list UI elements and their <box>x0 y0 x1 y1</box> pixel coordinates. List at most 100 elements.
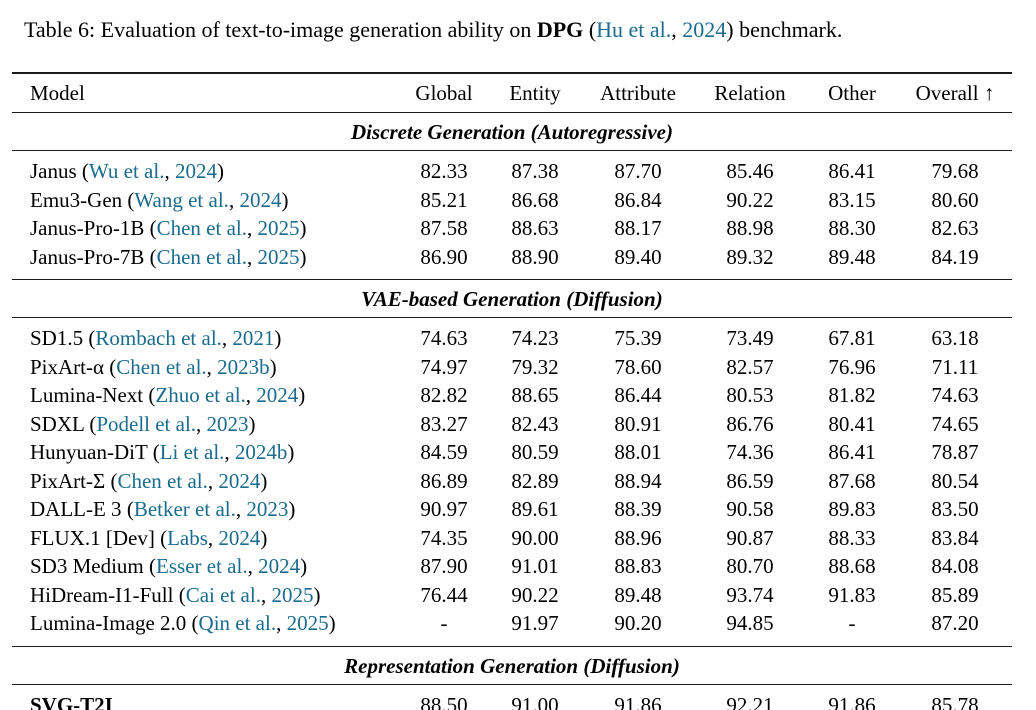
metric-value-cell: 88.30 <box>828 216 876 240</box>
model-name: SDXL <box>30 411 85 436</box>
table-caption: Table 6: Evaluation of text-to-image gen… <box>0 0 1036 45</box>
table-body: Discrete Generation (Autoregressive) Janu… <box>12 112 1012 710</box>
citation-link[interactable]: Wang et al. <box>134 187 229 212</box>
metric-value-cell: 89.40 <box>614 244 662 269</box>
model-name-cell: Lumina-Image 2.0 (Qin et al., 2025) <box>30 611 336 635</box>
citation-link[interactable]: Betker et al. <box>133 497 236 521</box>
metric-value-cell: 80.70 <box>726 554 774 578</box>
metric-value-cell: 87.70 <box>614 159 662 183</box>
citation-year-link[interactable]: 2024 <box>239 187 282 212</box>
metric-value-cell: 89.83 <box>828 497 876 521</box>
metric-value-cell: 74.63 <box>420 326 468 350</box>
citation-year-link[interactable]: 2025 <box>286 611 329 635</box>
model-name-cell: HiDream-I1-Full (Cai et al., 2025) <box>30 582 321 607</box>
model-name: HiDream-I1-Full <box>30 582 174 607</box>
metric-value-cell: 87.90 <box>420 554 468 578</box>
metric-value-cell: 88.01 <box>614 440 662 464</box>
section-title: Representation Generation (Diffusion) <box>12 645 1012 685</box>
citation-link[interactable]: Chen et al. <box>116 354 207 379</box>
citation-link[interactable]: Zhuo et al. <box>155 383 246 407</box>
metric-value-cell: 85.46 <box>726 159 774 183</box>
model-name: DALL-E 3 <box>30 497 122 521</box>
model-name: SVG-T2I <box>30 692 113 710</box>
metric-value-cell: 80.41 <box>828 411 876 436</box>
citation-year-link[interactable]: 2021 <box>232 326 275 350</box>
table-row: SVG-T2I 88.50 91.00 91.86 92.21 91.86 85.78 <box>12 684 1012 710</box>
model-name-cell: Emu3-Gen (Wang et al., 2024) <box>30 187 289 212</box>
section-header-row: Representation Generation (Diffusion) <box>12 645 1012 685</box>
table-row: DALL-E 3 (Betker et al., 2023) 90.97 89.61… <box>12 495 1012 524</box>
metric-value-cell: 86.90 <box>420 244 468 269</box>
table-row: PixArt-Σ (Chen et al., 2024) 86.89 82.89 88… <box>12 467 1012 496</box>
metric-value-cell: 86.89 <box>420 468 468 493</box>
section-title: VAE-based Generation (Diffusion) <box>12 279 1012 318</box>
column-header-attribute: Attribute <box>582 73 694 113</box>
metric-value-cell: 87.68 <box>828 468 876 493</box>
citation-year-link[interactable]: 2023 <box>206 411 249 436</box>
citation-year-link[interactable]: 2024b <box>234 440 288 464</box>
citation-link[interactable]: Labs <box>167 525 208 550</box>
metric-value-cell: 74.97 <box>420 354 468 379</box>
table-row: SDXL (Podell et al., 2023) 83.27 82.43 80.9… <box>12 410 1012 439</box>
model-name-cell: SVG-T2I <box>12 684 400 710</box>
citation-link[interactable]: Wu et al. <box>88 159 165 183</box>
section-header-row: VAE-based Generation (Diffusion) <box>12 279 1012 318</box>
metric-value-cell: 85.89 <box>931 582 979 607</box>
metric-value-cell: 91.97 <box>511 611 559 635</box>
metric-value-cell: 82.33 <box>420 159 468 183</box>
metric-value-cell: 79.68 <box>931 159 979 183</box>
section-title: Discrete Generation (Autoregressive) <box>12 112 1012 151</box>
model-name: Hunyuan-DiT <box>30 440 148 464</box>
caption-suffix: ) benchmark. <box>726 17 843 42</box>
metric-value-cell: 83.15 <box>828 187 876 212</box>
metric-value-cell: 74.63 <box>931 383 979 407</box>
metric-value-cell: 86.59 <box>726 468 774 493</box>
citation-link[interactable]: Esser et al. <box>156 554 248 578</box>
citation-year-link[interactable]: 2024 <box>256 383 299 407</box>
citation-link[interactable]: Chen et al. <box>156 216 247 240</box>
citation-link[interactable]: Cai et al. <box>185 582 261 607</box>
citation-link[interactable]: Chen et al. <box>117 468 208 493</box>
column-header-entity: Entity <box>488 73 582 113</box>
citation-year-link[interactable]: 2023b <box>217 354 270 379</box>
citation-link[interactable]: Li et al. <box>159 440 225 464</box>
metric-value-cell: 86.68 <box>511 187 559 212</box>
citation-link[interactable]: Podell et al. <box>96 411 197 436</box>
metric-value-cell: 87.20 <box>931 611 979 635</box>
table-row: Lumina-Next (Zhuo et al., 2024) 82.82 88.6… <box>12 381 1012 410</box>
model-name-cell: PixArt-Σ (Chen et al., 2024) <box>30 468 268 493</box>
metric-value-cell: 89.32 <box>726 244 774 269</box>
citation-link[interactable]: Qin et al. <box>198 611 277 635</box>
caption-citation-link[interactable]: Hu et al. <box>596 17 672 42</box>
model-name: Janus-Pro-7B <box>30 244 145 269</box>
metric-value-cell: 88.94 <box>614 468 662 493</box>
model-name: PixArt-Σ <box>30 468 106 493</box>
metric-value-cell: 80.91 <box>614 411 662 436</box>
citation-year-link[interactable]: 2024 <box>258 554 301 578</box>
metric-value-cell: 90.00 <box>511 525 559 550</box>
metric-value-cell: 89.48 <box>614 582 662 607</box>
citation-year-link[interactable]: 2025 <box>257 244 300 269</box>
citation-year-link[interactable]: 2025 <box>271 582 314 607</box>
caption-citation-year-link[interactable]: 2024 <box>682 17 727 42</box>
caption-text: Table 6: Evaluation of text-to-image gen… <box>24 17 537 42</box>
citation-link[interactable]: Chen et al. <box>156 244 247 269</box>
metric-value-cell: 84.59 <box>420 440 468 464</box>
metric-value-cell: 84.08 <box>931 554 979 578</box>
model-name-cell: Lumina-Next (Zhuo et al., 2024) <box>30 383 306 407</box>
metric-value-cell: 90.87 <box>726 525 774 550</box>
metric-value-cell: 83.84 <box>931 525 979 550</box>
column-header-overall: Overall ↑ <box>898 73 1012 113</box>
citation-link[interactable]: Rombach et al. <box>95 326 222 350</box>
metric-value-cell: 83.27 <box>420 411 468 436</box>
citation-year-link[interactable]: 2025 <box>257 216 300 240</box>
metric-value-cell: 83.50 <box>931 497 979 521</box>
citation-year-link[interactable]: 2023 <box>246 497 289 521</box>
metric-value-cell: 88.63 <box>511 216 559 240</box>
citation-year-link[interactable]: 2024 <box>174 159 217 183</box>
metric-value-cell: 88.65 <box>511 383 559 407</box>
citation-year-link[interactable]: 2024 <box>218 468 261 493</box>
citation-year-link[interactable]: 2024 <box>218 525 261 550</box>
metric-value-cell: 82.43 <box>511 411 559 436</box>
